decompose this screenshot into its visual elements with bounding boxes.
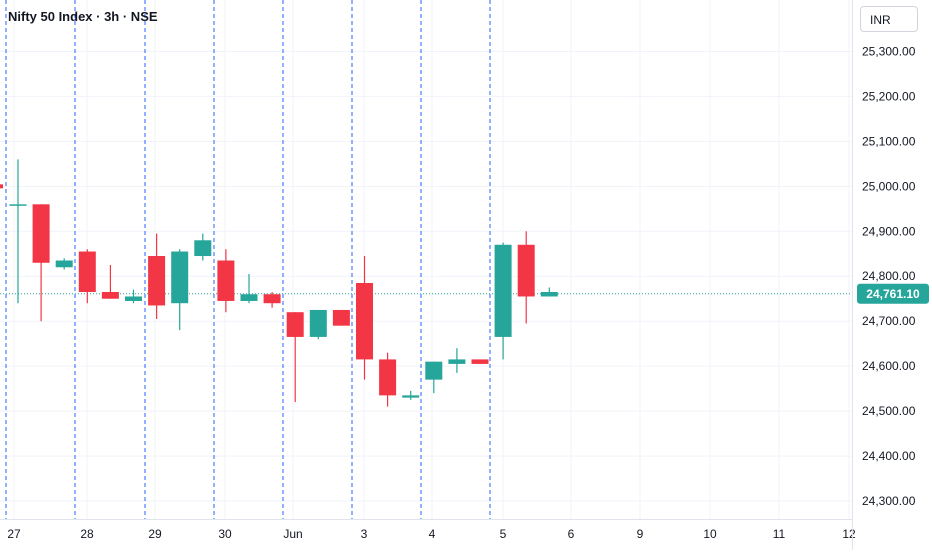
x-axis-tick-label: 5 bbox=[500, 527, 507, 541]
candle-body[interactable] bbox=[194, 240, 212, 257]
candle-body[interactable] bbox=[379, 359, 397, 396]
x-axis-tick-label: 11 bbox=[773, 527, 786, 541]
y-axis-tick-label: 24,700.00 bbox=[862, 314, 916, 328]
y-axis-tick-label: 24,600.00 bbox=[862, 359, 916, 373]
candle-body[interactable] bbox=[32, 204, 50, 263]
candle-body[interactable] bbox=[263, 294, 281, 304]
last-price-label: 24,761.10 bbox=[866, 287, 920, 301]
currency-button[interactable]: INR bbox=[860, 6, 918, 32]
candle-body[interactable] bbox=[356, 282, 373, 360]
candle-body[interactable] bbox=[517, 244, 535, 297]
candle-body[interactable] bbox=[402, 395, 420, 398]
candle-body[interactable] bbox=[125, 296, 142, 301]
y-axis-tick-label: 25,000.00 bbox=[862, 179, 916, 193]
candle-body[interactable] bbox=[448, 359, 466, 364]
y-axis-tick-label: 24,900.00 bbox=[862, 224, 916, 238]
candle-body[interactable] bbox=[332, 309, 350, 326]
x-axis-tick-label: Jun bbox=[283, 527, 302, 541]
candle-body[interactable] bbox=[425, 361, 443, 380]
y-axis-tick-label: 25,200.00 bbox=[862, 89, 916, 103]
candle-body[interactable] bbox=[148, 256, 166, 306]
x-axis-tick-label: 28 bbox=[80, 527, 94, 541]
candle-body[interactable] bbox=[101, 291, 119, 299]
chart-title: Nifty 50 Index · 3h · NSE bbox=[8, 9, 158, 24]
x-axis-tick-label: 6 bbox=[568, 527, 575, 541]
y-axis-tick-label: 24,400.00 bbox=[862, 449, 916, 463]
candle-body[interactable] bbox=[494, 244, 512, 337]
candle-body[interactable] bbox=[309, 309, 327, 337]
candle-body[interactable] bbox=[171, 251, 189, 304]
candle-body[interactable] bbox=[55, 260, 73, 268]
x-axis-tick-label: 29 bbox=[148, 527, 162, 541]
candle-body[interactable] bbox=[78, 251, 96, 292]
x-axis-tick-label: 12 bbox=[842, 527, 856, 541]
y-axis-tick-label: 24,300.00 bbox=[862, 494, 916, 508]
x-axis-tick-label: 30 bbox=[218, 527, 232, 541]
candle-body[interactable] bbox=[9, 204, 27, 206]
y-axis-tick-label: 25,300.00 bbox=[862, 44, 916, 58]
x-axis-tick-label: 27 bbox=[7, 527, 21, 541]
x-axis-tick-label: 3 bbox=[361, 527, 368, 541]
candle-body[interactable] bbox=[217, 260, 235, 301]
candle-body[interactable] bbox=[240, 294, 258, 301]
x-axis-tick-label: 9 bbox=[637, 527, 644, 541]
candle-body[interactable] bbox=[540, 291, 558, 297]
x-axis-tick-label: 4 bbox=[429, 527, 436, 541]
candle-body[interactable] bbox=[286, 312, 304, 337]
last-price-tag bbox=[857, 283, 929, 304]
candle-body[interactable] bbox=[471, 359, 489, 364]
y-axis-tick-label: 25,100.00 bbox=[862, 134, 916, 148]
edge-price-marker bbox=[0, 184, 3, 189]
y-axis-tick-label: 24,800.00 bbox=[862, 269, 916, 283]
x-axis-tick-label: 10 bbox=[703, 527, 717, 541]
y-axis-tick-label: 24,500.00 bbox=[862, 404, 916, 418]
